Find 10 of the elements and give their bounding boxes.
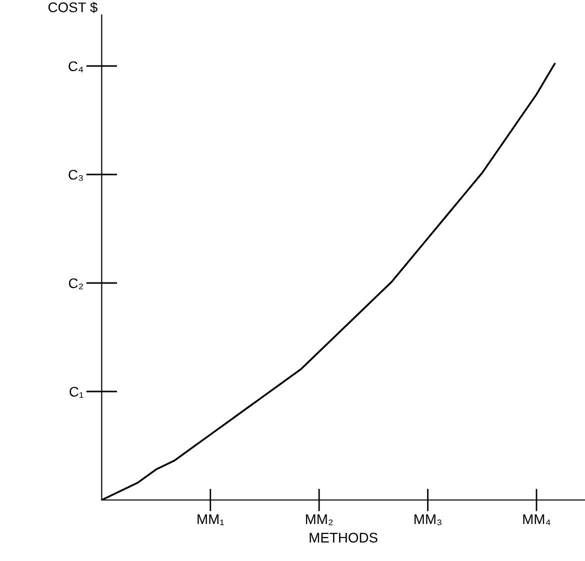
text: C₂ bbox=[68, 278, 83, 290]
x-tick-label: MM₂ bbox=[306, 514, 333, 526]
text: C₄ bbox=[68, 61, 84, 72]
x-axis-title: METHODS bbox=[310, 532, 378, 543]
text: C₁ bbox=[70, 386, 84, 398]
x-tick-label: MM₃ bbox=[414, 514, 442, 526]
text: C₃ bbox=[68, 170, 83, 181]
y-axis-title: COST $ bbox=[48, 2, 98, 14]
x-tick-label: MM₄ bbox=[523, 514, 550, 526]
x-tick-label: MM₁ bbox=[198, 514, 224, 526]
